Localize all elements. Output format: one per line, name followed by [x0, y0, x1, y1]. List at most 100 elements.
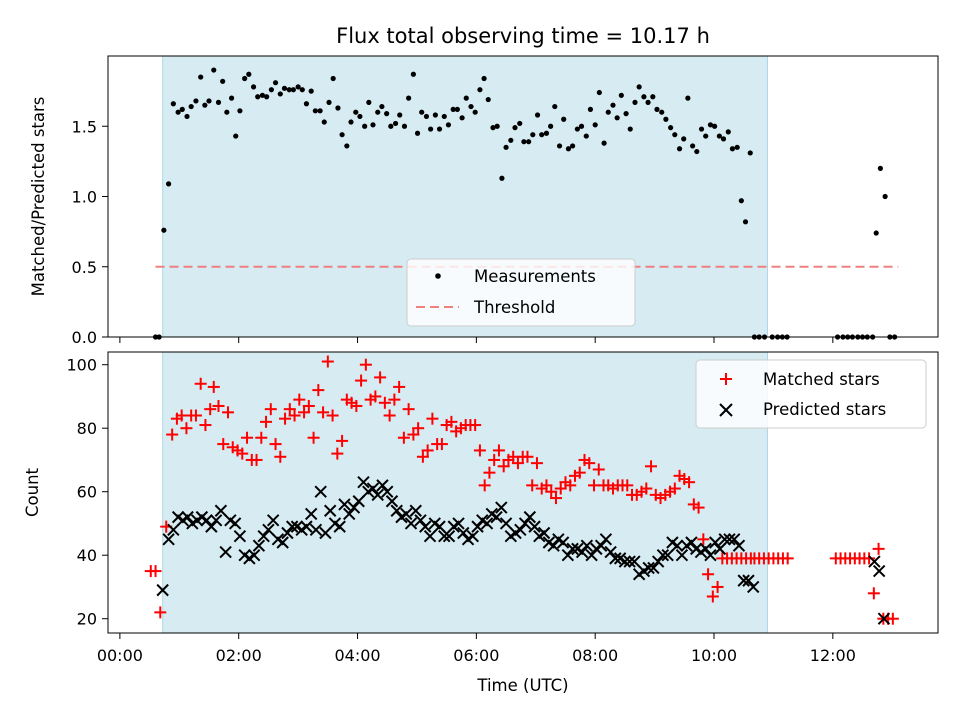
measurement-point [668, 125, 674, 131]
legend-matched-label: Matched stars [763, 370, 880, 389]
measurement-point [481, 75, 487, 82]
predicted-star-point [285, 520, 299, 533]
predicted-star-point [471, 520, 484, 533]
bottom-y-tick-label: 20 [77, 610, 97, 629]
measurement-point [375, 109, 381, 115]
predicted-star-point [556, 536, 570, 549]
predicted-star-point [266, 514, 280, 527]
predicted-star-point [400, 507, 413, 521]
measurement-point [268, 87, 274, 93]
legend-measurements-marker [435, 273, 441, 279]
measurement-point [353, 109, 359, 115]
measurement-point [690, 143, 696, 149]
measurement-point [742, 219, 749, 225]
matched-star-point [573, 466, 586, 479]
measurement-point [632, 99, 638, 105]
measurement-point [450, 106, 456, 112]
measurement-point [445, 122, 452, 128]
measurement-point [370, 122, 376, 128]
matched-star-point [283, 403, 296, 416]
measurement-point [734, 144, 740, 150]
measurement-point [277, 91, 283, 97]
measurement-point [882, 193, 888, 200]
matched-star-point [307, 431, 320, 444]
measurement-point [472, 109, 478, 115]
legend-measurements-label: Measurements [474, 267, 596, 286]
predicted-star-point [371, 488, 384, 502]
measurement-point [747, 150, 753, 156]
legend-matched-marker [720, 373, 732, 385]
measurement-point [366, 99, 372, 105]
bottom-y-tick-label: 60 [77, 483, 97, 502]
matched-star-point [473, 444, 486, 457]
matched-star-point [260, 415, 273, 428]
bottom-x-tick-label: 10:00 [691, 646, 737, 665]
predicted-star-point [575, 545, 589, 559]
matched-star-point [549, 492, 562, 505]
bottom-x-tick-label: 00:00 [97, 646, 143, 665]
measurement-point [676, 146, 683, 152]
predicted-star-point [868, 555, 881, 568]
measurement-point [406, 95, 412, 101]
measurement-point [539, 132, 545, 138]
bottom-y-tick-label: 80 [77, 419, 97, 438]
legend-predicted-marker [719, 403, 733, 417]
predicted-star-point [490, 510, 503, 524]
measurement-point [339, 132, 345, 138]
matched-star-point [312, 384, 325, 397]
matched-star-point [255, 431, 268, 444]
predicted-star-point [376, 479, 389, 492]
measurement-point [543, 130, 550, 136]
predicted-star-point [528, 520, 541, 533]
measurement-point [663, 116, 669, 122]
matched-star-point [359, 358, 372, 371]
measurement-point [641, 94, 647, 100]
predicted-star-point [314, 485, 327, 498]
predicted-star-point [699, 542, 712, 556]
measurement-point [716, 133, 722, 139]
matched-star-point [166, 428, 179, 441]
measurement-point [206, 98, 212, 104]
matched-star-point [321, 355, 334, 368]
measurement-point [565, 146, 572, 152]
measurement-point [645, 99, 651, 105]
measurement-point [570, 143, 576, 149]
measurement-point [242, 75, 248, 82]
matched-star-point [668, 482, 681, 495]
matched-star-point [621, 479, 634, 492]
matched-star-point [511, 457, 524, 470]
matched-star-point [264, 403, 277, 416]
matched-star-point [397, 431, 410, 444]
predicted-star-point [214, 504, 228, 517]
predicted-star-point [381, 485, 394, 498]
matched-star-point [336, 434, 349, 447]
predicted-star-point [604, 545, 617, 559]
predicted-star-point [309, 523, 323, 537]
measurement-point [237, 108, 243, 114]
measurement-point [659, 109, 665, 115]
measurement-point [720, 136, 727, 142]
top-y-tick-label: 1.0 [72, 188, 97, 207]
predicted-star-point [708, 536, 722, 549]
predicted-star-point [723, 533, 736, 546]
matched-star-point [521, 450, 534, 463]
predicted-star-point [433, 520, 446, 533]
measurement-point [202, 102, 208, 108]
measurement-point [362, 123, 368, 129]
matched-star-point [217, 438, 230, 451]
measurement-point [348, 119, 354, 125]
bottom-axes-frame [107, 351, 939, 634]
measurement-point [193, 98, 199, 104]
predicted-star-point [385, 495, 399, 508]
predicted-star-point [651, 555, 665, 568]
predicted-star-point [276, 536, 289, 549]
predicted-star-point [343, 507, 356, 521]
bottom-y-tick-label: 100 [66, 356, 97, 375]
measurement-point [224, 109, 230, 115]
predicted-star-point [872, 564, 886, 578]
measurement-point [574, 126, 580, 132]
matched-star-point [222, 406, 235, 419]
predicted-star-point [338, 498, 351, 511]
measurement-point [312, 108, 318, 114]
predicted-star-point [561, 549, 575, 562]
